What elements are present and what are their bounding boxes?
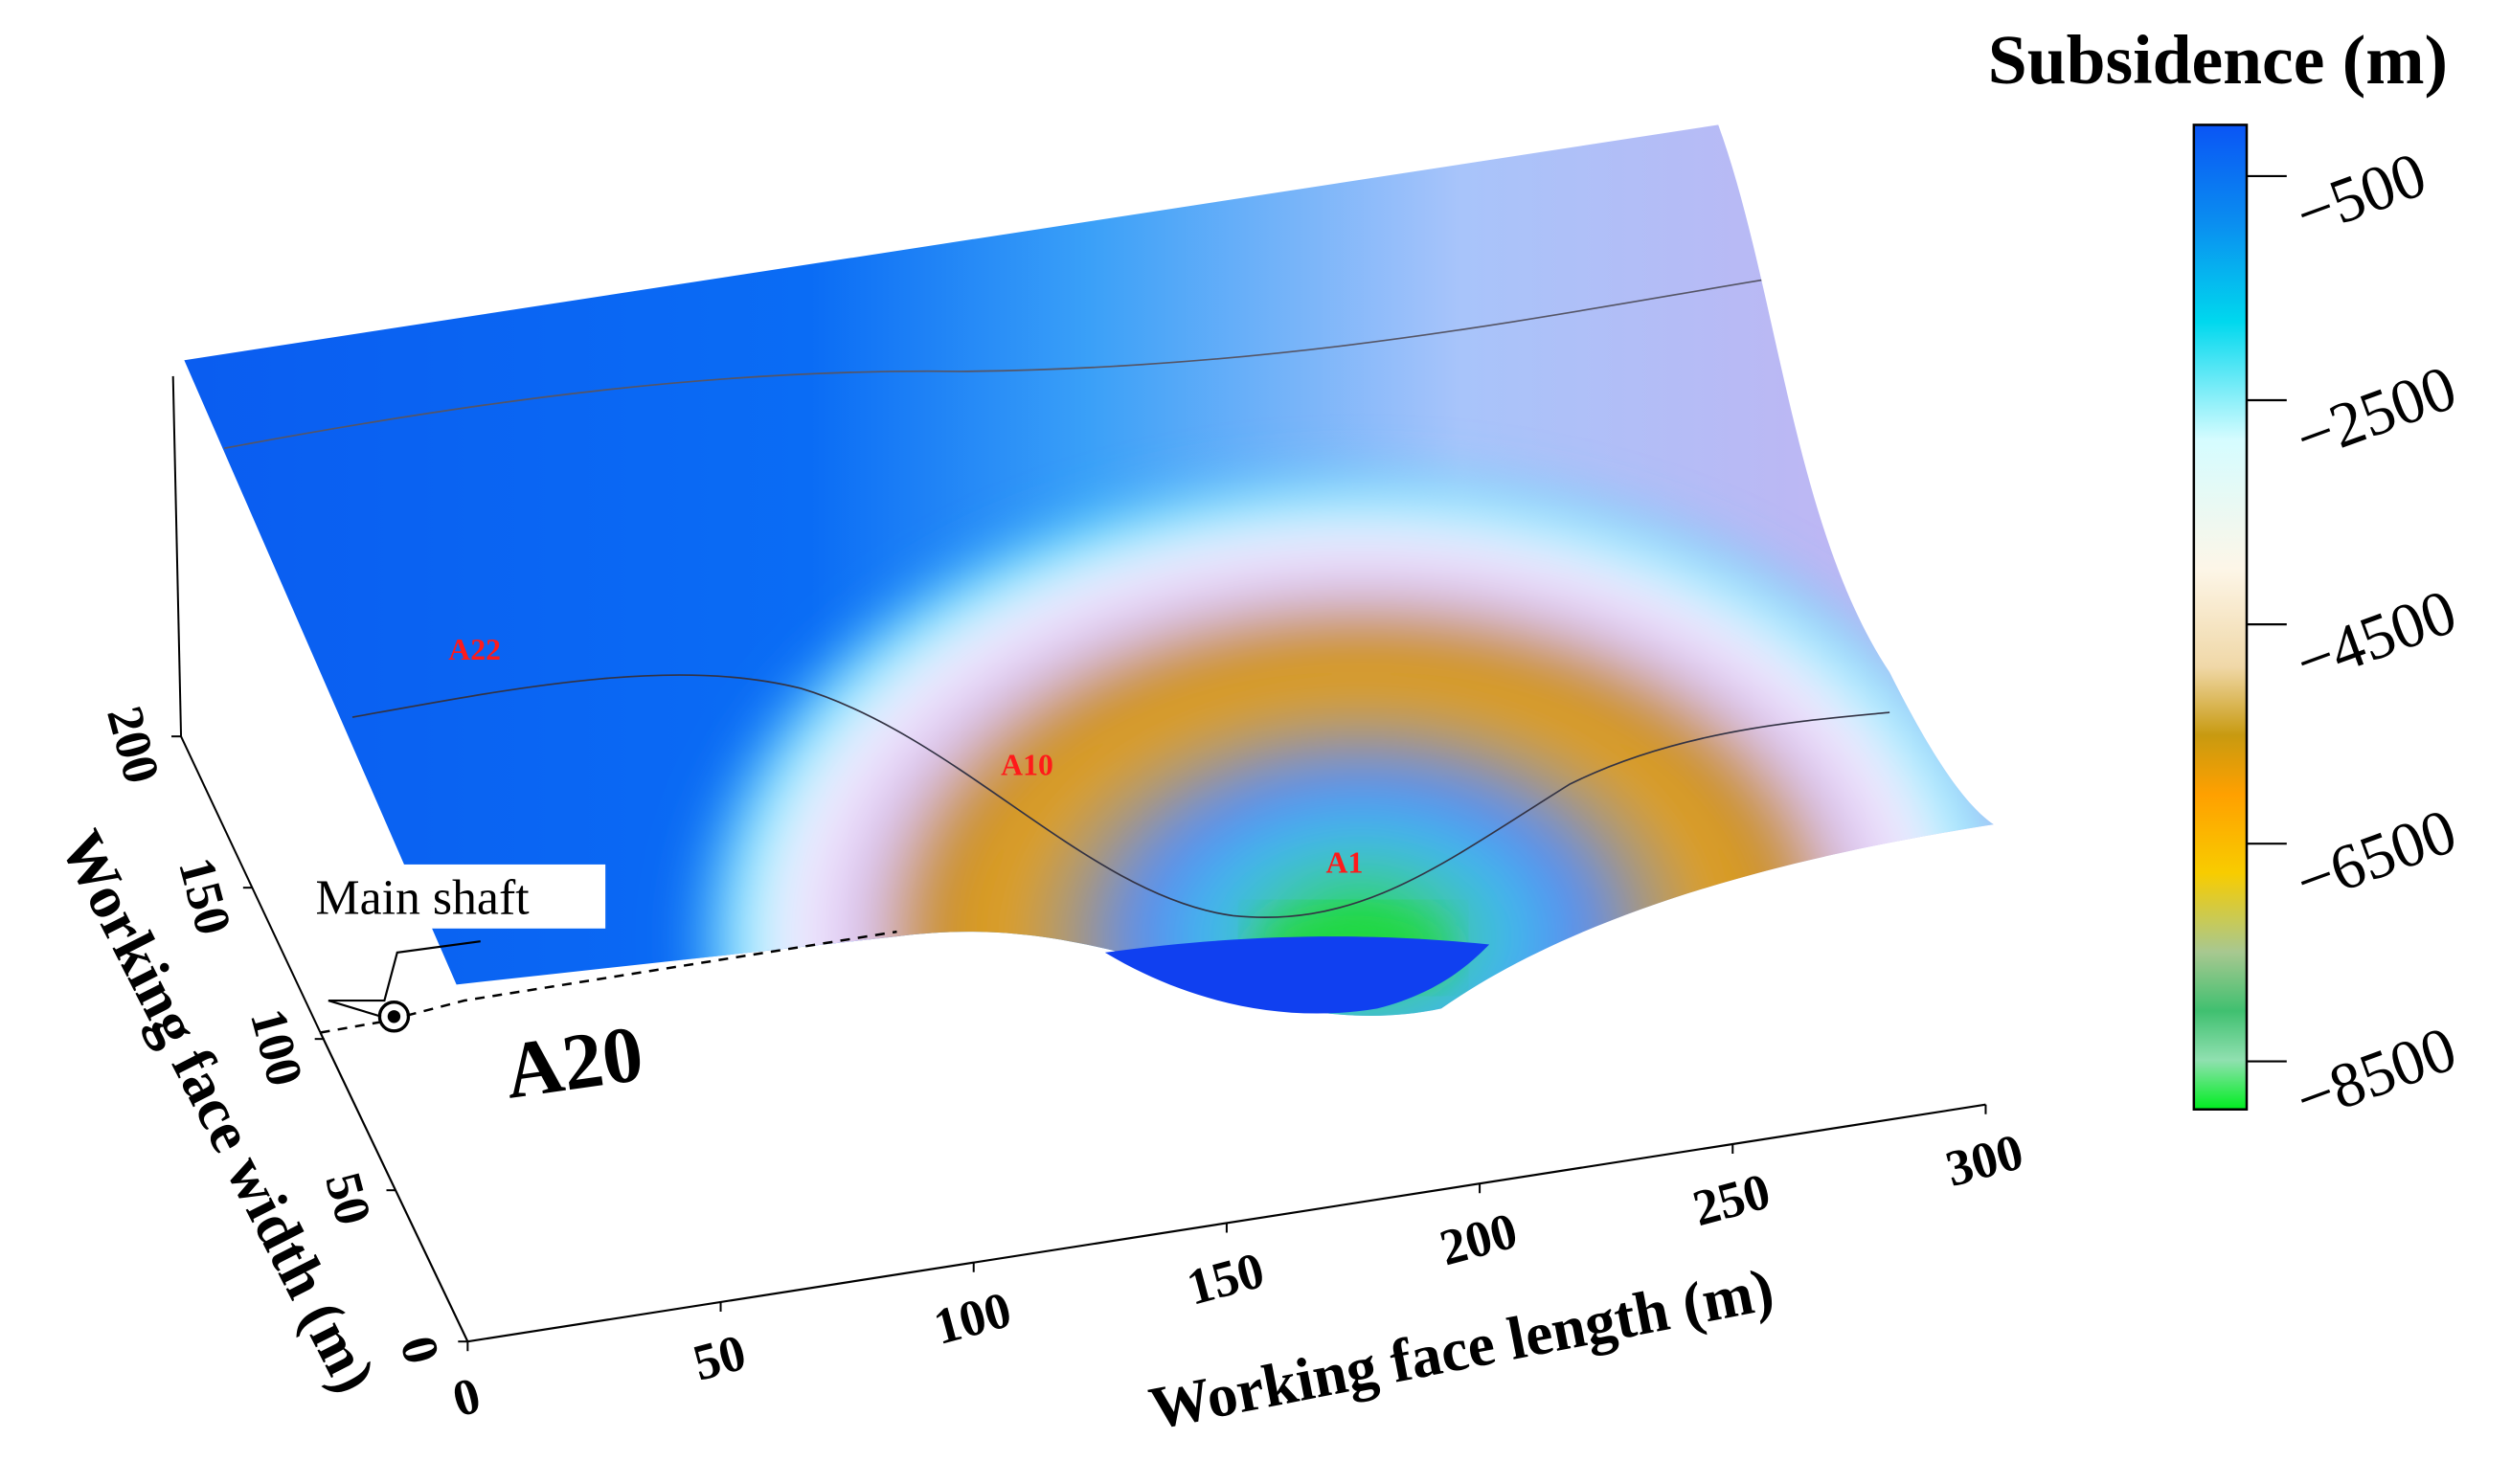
colorbar-tick-label: −8500 <box>2287 1013 2465 1135</box>
annotation-a22: A22 <box>448 633 501 666</box>
colorbar-title: Subsidence (m) <box>1988 20 2448 99</box>
length-tick-label: 50 <box>688 1323 752 1392</box>
width-axis-line-upper <box>180 735 322 1033</box>
back-wall-edge <box>171 375 183 737</box>
main-shaft-label-box <box>304 864 606 929</box>
width-tick-label: 100 <box>239 1002 315 1091</box>
shaft-roadway-line <box>320 930 897 1034</box>
length-tick-label: 150 <box>1181 1241 1270 1316</box>
colorbar-tick-label: −4500 <box>2287 576 2465 699</box>
annotation-a1: A1 <box>1326 845 1364 879</box>
width-tick-label: 150 <box>168 851 243 940</box>
length-tick-label: 200 <box>1434 1202 1523 1277</box>
length-tick-label: 100 <box>928 1280 1017 1356</box>
contour-line-front <box>351 674 1890 918</box>
colorbar-ticks: −500 −2500 −4500 −6500 −8500 <box>2247 139 2465 1135</box>
colorbar <box>2192 124 2249 1111</box>
width-tick-label: 50 <box>314 1166 383 1230</box>
width-tick-label: 200 <box>96 700 171 789</box>
colorbar-tick-label: −2500 <box>2287 351 2465 474</box>
length-tick-label: 250 <box>1686 1161 1776 1237</box>
annotation-a10: A10 <box>1001 748 1053 781</box>
length-tick-label: 0 <box>446 1366 486 1428</box>
length-tick-label: 300 <box>1940 1122 2029 1198</box>
colorbar-tick-label: −6500 <box>2287 796 2465 918</box>
width-tick-label: 0 <box>389 1330 451 1369</box>
annotation-a20: A20 <box>500 1010 648 1116</box>
width-axis-line <box>319 1032 469 1342</box>
colorbar-tick-label: −500 <box>2287 139 2435 251</box>
main-shaft-label: Main shaft <box>316 871 531 926</box>
contour-line-back <box>224 279 1762 449</box>
basin-underside <box>1104 936 1490 1014</box>
